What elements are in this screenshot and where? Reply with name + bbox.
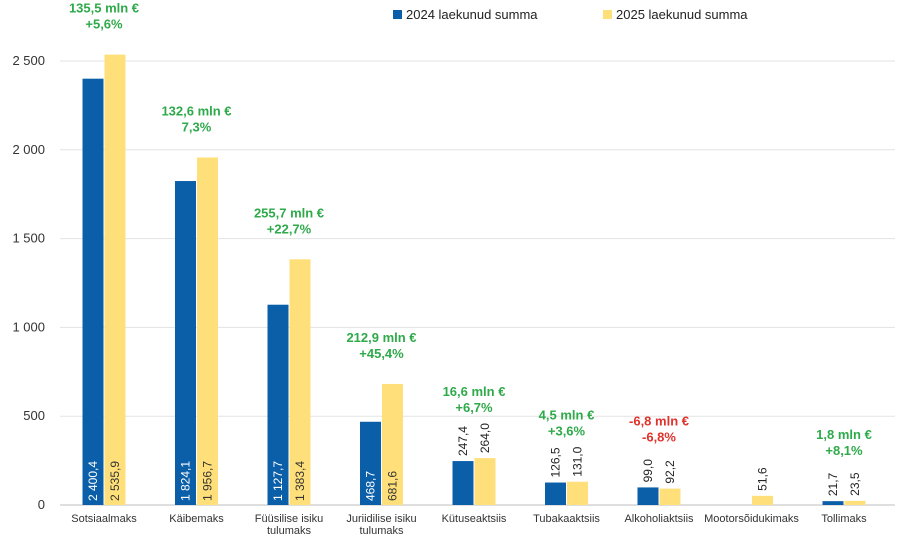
bar-2024 [82,78,104,505]
bar-2024 [360,421,381,505]
bar-value-label: 2 535,9 [108,461,122,501]
bar-2025 [659,488,681,505]
bar-value-label: 99,0 [641,459,655,483]
annotation-percent: -6,8% [642,429,676,444]
bar-2024 [545,482,566,505]
category-labels: Sotsiaalmaks Käibemaks Füüsilise isikutulu… [71,513,867,537]
y-tick-label: 1 000 [12,319,45,334]
category-label: Alkoholiaktsiis [624,513,694,525]
y-axis: 0 500 1 000 1 500 2 000 2 500 [12,53,45,512]
bar-value-label: 681,6 [386,471,400,501]
annotation-percent: +6,7% [455,400,493,415]
category-label: Mootorsõidukimaks [704,513,799,525]
bar-2024 [637,487,659,505]
annotation-amount: 16,6 mln € [443,384,506,399]
bar-2025 [474,458,496,505]
bar-2025 [844,500,866,505]
category-label: tulumaks [359,525,404,537]
annotation-amount: 4,5 mln € [539,408,595,423]
annotation-amount: 132,6 mln € [161,103,231,118]
category-label: Käibemaks [169,513,224,525]
bar-value-label: 1 824,1 [179,461,193,501]
bar-value-label: 468,7 [364,471,378,501]
bar-2025 [382,383,403,505]
category-label: Kütuseaktsiis [442,513,507,525]
legend: 2024 laekunud summa 2025 laekunud summa [393,7,748,22]
bar-value-label: 51,6 [756,467,770,491]
category-label: Juriidilise isiku [346,513,416,525]
y-tick-label: 500 [23,408,45,423]
category-label: tulumaks [267,525,312,537]
legend-swatch [393,10,402,19]
category-label: Füüsilise isiku [255,513,323,525]
annotation-percent: +3,6% [548,424,586,439]
bar-value-label: 23,5 [848,472,862,496]
annotation-percent: +22,7% [267,221,312,236]
bar-2025 [567,481,588,505]
bar-2025 [289,259,311,505]
bar-2025 [197,157,218,505]
bars: 2 400,4 2 535,9 1 824,1 1 956,7 1 127,7 1 383… [82,54,866,506]
category-label: Tollimaks [821,513,867,525]
bar-value-label: 264,0 [478,423,492,453]
legend-label: 2024 laekunud summa [406,7,538,22]
bar-value-label: 92,2 [663,460,677,484]
annotation-percent: +45,4% [359,346,404,361]
annotation-amount: 135,5 mln € [69,1,139,16]
legend-swatch [603,10,612,19]
bar-value-label: 2 400,4 [86,461,100,501]
bar-2025 [104,54,126,506]
bar-value-label: 126,5 [549,447,563,477]
y-tick-label: 2 500 [12,53,45,68]
y-tick-label: 1 500 [12,231,45,246]
bar-value-label: 1 383,4 [293,461,307,501]
bar-2025 [752,495,773,505]
annotations: 135,5 mln €+5,6% 132,6 mln €7,3% 255,7 mln… [69,1,872,458]
bar-value-label: 131,0 [571,446,585,476]
annotation-amount: -6,8 mln € [629,413,689,428]
bar-value-label: 247,4 [456,426,470,456]
annotation-percent: 7,3% [182,119,212,134]
category-label: Tubakaaktsiis [533,513,600,525]
bar-2024 [822,501,844,505]
annotation-amount: 1,8 mln € [816,427,872,442]
annotation-amount: 212,9 mln € [346,330,416,345]
legend-label: 2025 laekunud summa [616,7,748,22]
bar-2024 [267,304,289,505]
y-tick-label: 2 000 [12,142,45,157]
bar-value-label: 1 127,7 [271,461,285,501]
annotation-amount: 255,7 mln € [254,205,324,220]
annotation-percent: +8,1% [825,443,863,458]
bar-2024 [452,461,474,505]
y-tick-label: 0 [38,497,45,512]
bar-2024 [175,181,196,505]
category-label: Sotsiaalmaks [71,513,137,525]
bar-value-label: 21,7 [826,472,840,496]
annotation-percent: +5,6% [85,17,123,32]
bar-value-label: 1 956,7 [201,461,215,501]
